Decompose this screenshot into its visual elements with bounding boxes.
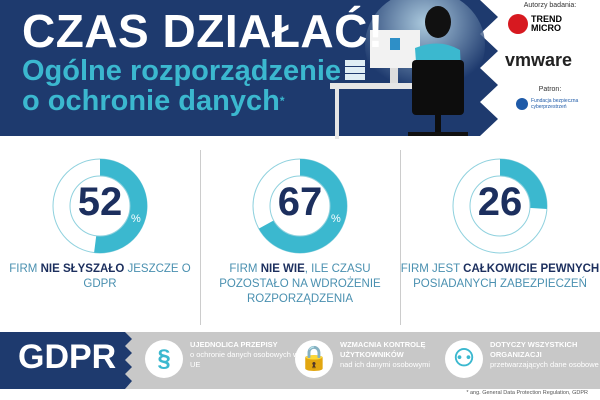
stat-unit: % bbox=[331, 213, 341, 225]
organization-icon: ⚇ bbox=[445, 340, 483, 378]
stat-unit: % bbox=[531, 213, 541, 225]
gdpr-label-bg bbox=[0, 332, 132, 389]
page-subtitle: Ogólne rozporządzenie o ochronie danych* bbox=[22, 55, 342, 117]
feature-item: ⚇ DOTYCZY WSZYSTKICH ORGANIZACJI przetwar… bbox=[445, 336, 599, 386]
donut-chart bbox=[52, 158, 148, 254]
gdpr-label: GDPR bbox=[18, 338, 117, 376]
feature-text: WZMACNIA KONTROLĘ UŻYTKOWNIKÓW nad ich da… bbox=[340, 340, 431, 369]
stat-67: 67 % FIRM NIE WIE, ILE CZASU POZOSTAŁO N… bbox=[200, 150, 400, 330]
stat-value: 67 bbox=[277, 180, 323, 224]
stat-52: 52 % FIRM NIE SŁYSZAŁO JESZCZE O GDPR bbox=[0, 150, 200, 330]
vmware-logo: vmware bbox=[505, 50, 573, 70]
divider bbox=[400, 150, 401, 325]
stat-description: FIRM NIE SŁYSZAŁO JESZCZE O GDPR bbox=[9, 263, 191, 290]
stat-description: FIRM JEST CAŁKOWICIE PEWNYCH POSIADANYCH… bbox=[400, 263, 600, 290]
stat-26: 26 % FIRM JEST CAŁKOWICIE PEWNYCH POSIAD… bbox=[400, 150, 600, 330]
authors-label: Autorzy badania: bbox=[523, 2, 577, 9]
feature-item: 🔒 WZMACNIA KONTROLĘ UŻYTKOWNIKÓW nad ich … bbox=[295, 336, 445, 386]
patron-label: Patron: bbox=[538, 86, 562, 93]
feature-text: DOTYCZY WSZYSTKICH ORGANIZACJI przetwarza… bbox=[490, 340, 599, 369]
stat-value: 26 bbox=[477, 180, 523, 224]
feature-item: § UJEDNOLICA PRZEPISY o ochronie danych o… bbox=[145, 336, 298, 386]
header-banner bbox=[0, 0, 498, 139]
donut-chart bbox=[452, 158, 548, 254]
footnote: * ang. General Data Protection Regulatio… bbox=[466, 390, 588, 396]
donut-chart bbox=[252, 158, 348, 254]
trend-micro-logo: TREND MICRO bbox=[508, 14, 591, 34]
stat-value: 52 bbox=[77, 180, 123, 224]
feature-text: UJEDNOLICA PRZEPISY o ochronie danych oso… bbox=[190, 340, 299, 369]
stat-unit: % bbox=[131, 213, 141, 225]
stat-description: FIRM NIE WIE, ILE CZASU POZOSTAŁO NA WDR… bbox=[219, 263, 381, 305]
lock-icon: 🔒 bbox=[295, 340, 333, 378]
paragraph-icon: § bbox=[145, 340, 183, 378]
patron-logo: Fundacja bezpieczna cyberprzestrzeń bbox=[516, 98, 581, 110]
page-title: CZAS DZIAŁAĆ! bbox=[22, 5, 384, 57]
divider bbox=[200, 150, 201, 325]
worker-illustration bbox=[330, 6, 468, 139]
